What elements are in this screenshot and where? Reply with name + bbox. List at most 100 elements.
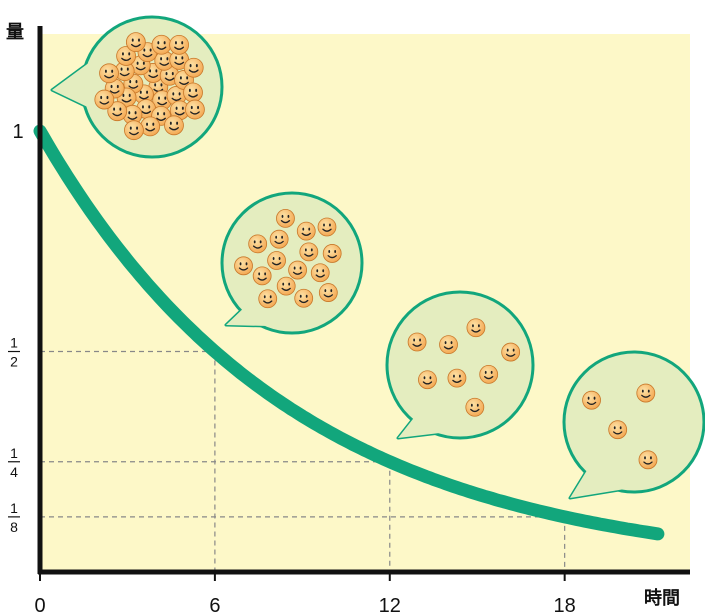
particle-mouth	[612, 431, 623, 435]
particle-body	[276, 208, 295, 228]
particle-eye	[197, 105, 200, 110]
bubble-2	[385, 290, 535, 440]
x-tick-label-0: 0	[34, 595, 45, 616]
particle-eye	[122, 93, 125, 98]
particle-eye	[329, 223, 331, 227]
particle-mouth	[142, 53, 153, 58]
particle-mouth	[257, 277, 267, 281]
particle-mouth	[169, 127, 179, 131]
particle-eye	[163, 112, 166, 116]
y-tick-numerator-2: 1	[10, 445, 18, 461]
particle-body	[107, 101, 128, 122]
particle-eye	[179, 76, 182, 80]
particle-eye	[165, 72, 168, 76]
particle-eye	[142, 105, 144, 109]
particle-mouth	[148, 74, 159, 78]
particle-body	[317, 217, 337, 237]
particle-eye	[128, 93, 131, 98]
particle-body	[288, 260, 308, 280]
particle-eye	[188, 88, 191, 93]
particle-mouth	[141, 110, 152, 114]
particle-body	[151, 34, 172, 55]
particle-eye	[175, 106, 178, 110]
particle-eye	[253, 240, 256, 244]
particle-mouth	[129, 131, 139, 136]
x-tick-label-18: 18	[554, 595, 576, 616]
particle-body	[94, 89, 115, 110]
particle-mouth	[109, 90, 120, 94]
particle-eye	[423, 376, 426, 380]
particle-eye	[613, 426, 616, 430]
particle-eye	[444, 341, 447, 345]
particle-body	[407, 332, 427, 352]
particle-eye	[323, 223, 325, 227]
particle-body	[258, 289, 278, 309]
particle-eye	[120, 67, 123, 71]
particle-eye	[264, 272, 267, 276]
x-tick-label-6: 6	[209, 595, 220, 616]
particle-mouth	[412, 343, 422, 347]
particle-body	[447, 368, 467, 388]
particle-mouth	[99, 101, 110, 105]
particle-eye	[239, 262, 242, 266]
particle-body	[608, 420, 628, 440]
particle-mouth	[471, 329, 481, 333]
particle-eye	[324, 289, 327, 293]
particle-eye	[104, 69, 107, 73]
y-axis-label: 量	[6, 21, 24, 43]
x-tick-label-12: 12	[379, 595, 401, 616]
particle-eye	[259, 240, 262, 244]
particle-eye	[299, 294, 302, 298]
particle-eye	[166, 57, 169, 61]
particle-mouth	[174, 46, 185, 50]
particle-eye	[100, 95, 103, 100]
particle-eye	[453, 374, 455, 378]
particle-body	[299, 242, 319, 262]
particle-eye	[470, 403, 473, 407]
y-tick-numerator-1: 1	[10, 335, 18, 351]
particle-eye	[190, 105, 193, 110]
particle-mouth	[156, 46, 167, 50]
particle-mouth	[263, 300, 273, 304]
particle-mouth	[327, 255, 337, 259]
particle-eye	[316, 269, 319, 273]
particle-eye	[129, 126, 132, 130]
decay-curve	[33, 124, 665, 541]
particle-body	[636, 383, 656, 403]
particle-eye	[113, 107, 116, 111]
y-tick-label-0: 1	[12, 121, 23, 143]
particle-mouth	[299, 299, 309, 304]
particle-eye	[278, 257, 281, 261]
particle-eye	[287, 214, 290, 218]
particle-eye	[175, 41, 177, 45]
particle-eye	[110, 84, 113, 89]
particle-body	[140, 116, 161, 137]
particle-mouth	[164, 77, 175, 81]
particle-eye	[156, 112, 159, 116]
particle-eye	[176, 121, 179, 125]
particle-mouth	[139, 96, 149, 100]
particle-mouth	[121, 99, 132, 103]
particle-eye	[330, 289, 333, 293]
particle-eye	[322, 269, 325, 273]
y-tick-denominator-3: 8	[10, 519, 18, 535]
particle-eye	[281, 235, 284, 239]
particle-eye	[619, 426, 622, 430]
particle-eye	[490, 370, 493, 374]
particle-body	[116, 46, 137, 66]
particle-eye	[186, 76, 189, 80]
particle-body	[310, 263, 330, 283]
particle-eye	[189, 64, 192, 68]
particle-body	[296, 221, 316, 241]
particle-mouth	[238, 267, 249, 271]
particle-eye	[106, 95, 109, 100]
x-axis-label: 時間	[644, 588, 680, 609]
particle-eye	[158, 96, 160, 100]
particle-bubbles	[50, 15, 705, 500]
particle-eye	[116, 84, 119, 89]
particle-eye	[419, 338, 421, 342]
particle-eye	[650, 456, 652, 460]
particle-eye	[647, 389, 650, 393]
